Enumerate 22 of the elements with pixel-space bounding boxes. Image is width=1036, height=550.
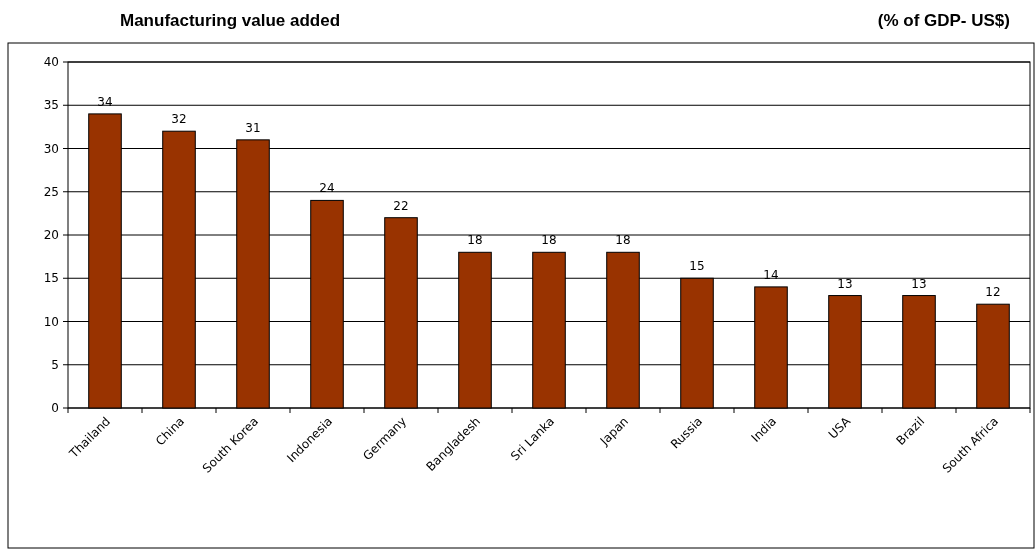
y-tick-label: 0 [51, 401, 59, 416]
data-label: 12 [985, 285, 1001, 300]
data-label: 13 [837, 276, 853, 291]
y-tick-label: 25 [43, 184, 59, 199]
y-tick-label: 10 [43, 314, 59, 329]
data-label: 22 [393, 198, 409, 213]
chart-subtitle: (% of GDP- US$) [877, 11, 1010, 30]
y-tick-label: 30 [43, 141, 59, 156]
data-label: 18 [541, 233, 557, 248]
y-tick-label: 20 [43, 228, 59, 243]
x-tick-label: USA [825, 413, 854, 442]
data-label: 32 [171, 112, 187, 127]
data-label: 18 [615, 233, 631, 248]
data-label: 31 [245, 120, 261, 135]
data-label: 15 [689, 259, 705, 274]
data-label: 13 [911, 276, 927, 291]
data-label: 18 [467, 233, 483, 248]
y-tick-label: 35 [43, 98, 59, 113]
y-tick-label: 15 [43, 271, 59, 286]
y-tick-label: 5 [51, 357, 59, 372]
chart-title: Manufacturing value added [120, 11, 341, 30]
y-tick-label: 40 [43, 55, 59, 70]
